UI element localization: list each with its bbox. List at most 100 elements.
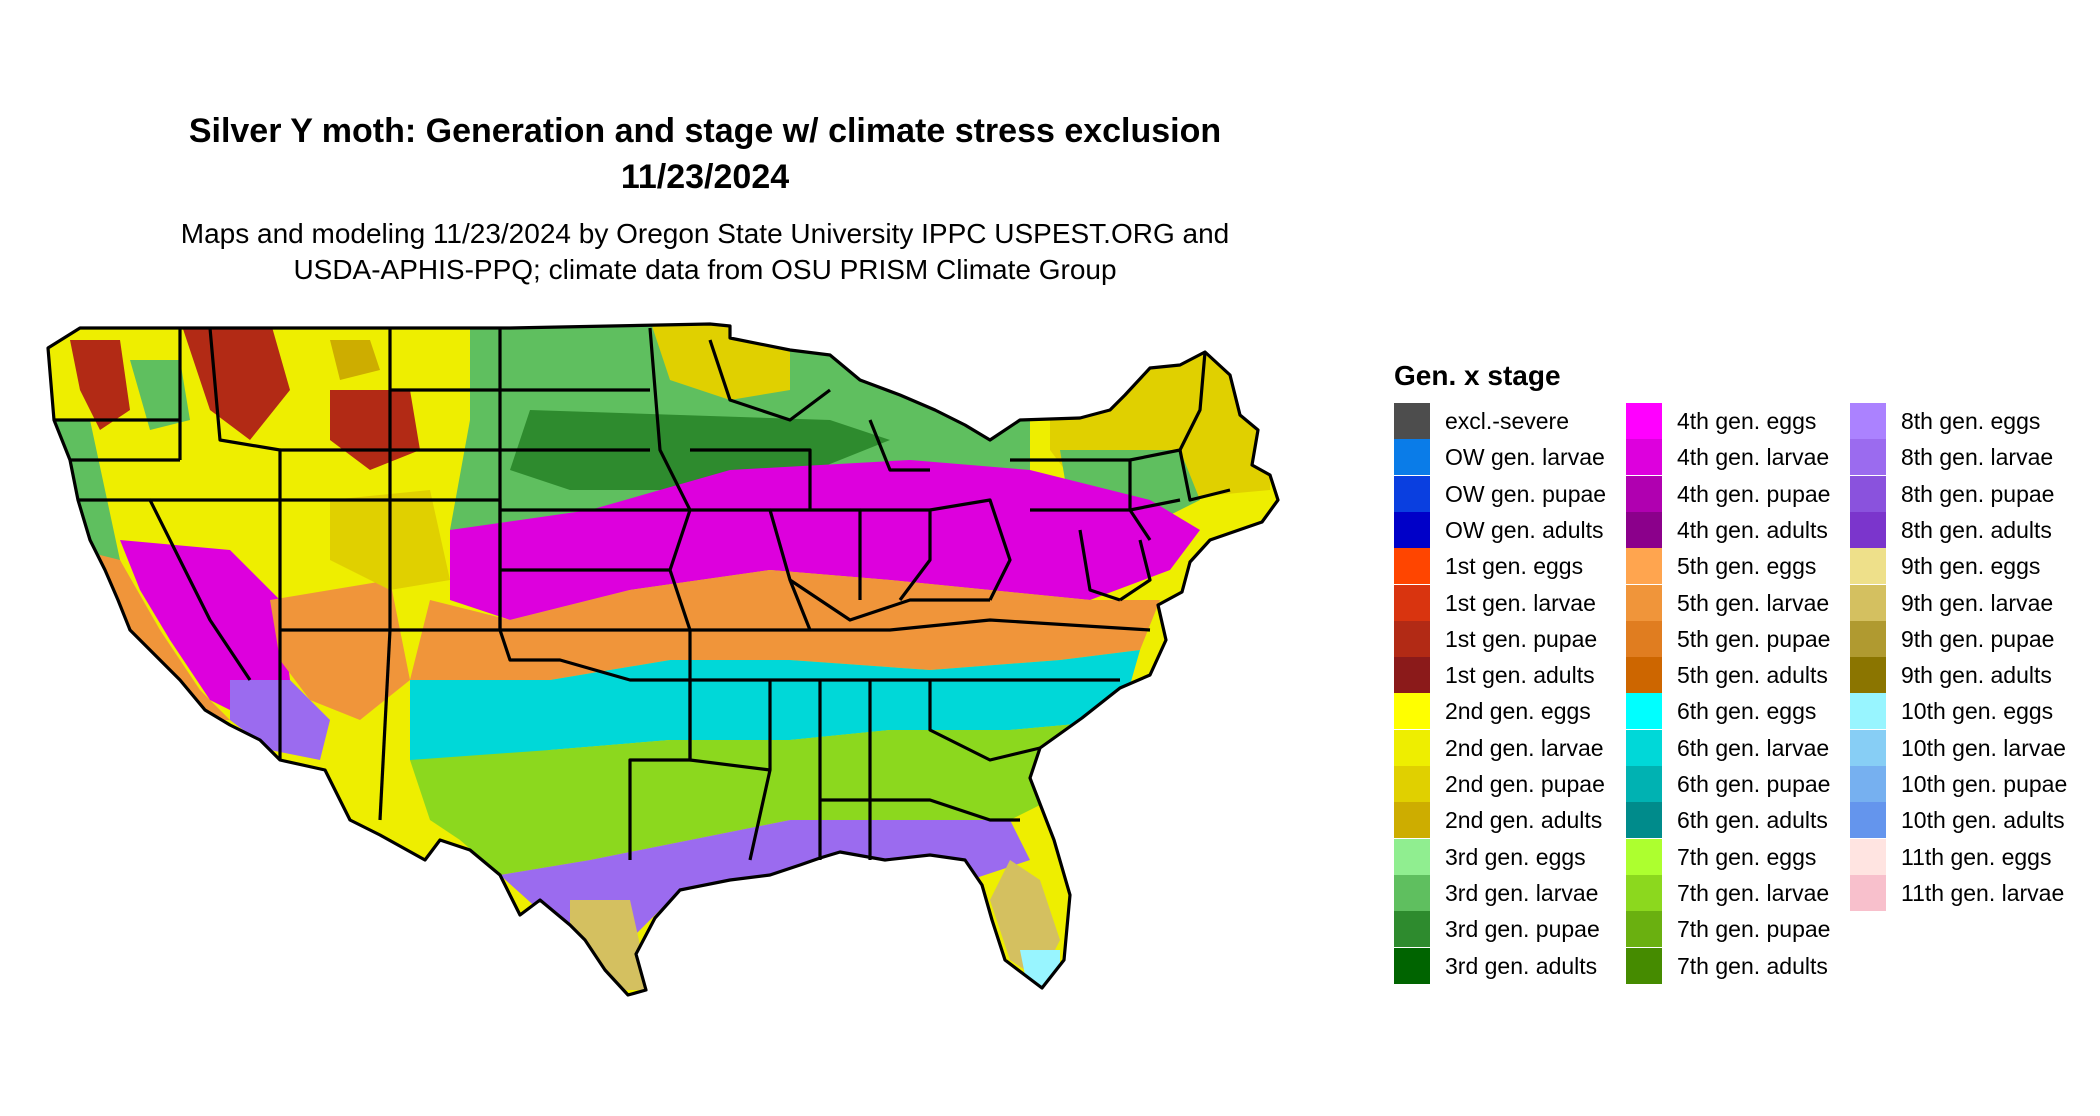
legend-swatch: [1850, 802, 1886, 839]
legend-item: 6th gen. pupae: [1626, 766, 1856, 802]
legend-swatch: [1626, 729, 1662, 766]
legend-item: 8th gen. larvae: [1850, 439, 2080, 476]
legend-swatch: [1394, 911, 1430, 948]
legend: excl.-severe OW gen. larvae OW gen. pupae O…: [1394, 403, 2084, 1003]
legend-swatch: [1394, 874, 1430, 911]
legend-item: 6th gen. adults: [1626, 802, 1856, 839]
legend-item: OW gen. adults: [1394, 511, 1624, 548]
legend-label: 5th gen. adults: [1677, 662, 1828, 689]
legend-item: 1st gen. eggs: [1394, 548, 1624, 585]
legend-swatch: [1850, 403, 1886, 439]
legend-item: 11th gen. larvae: [1850, 874, 2080, 911]
legend-label: 2nd gen. eggs: [1445, 698, 1591, 725]
legend-label: 2nd gen. adults: [1445, 807, 1603, 834]
legend-label: OW gen. adults: [1445, 516, 1604, 543]
legend-item: 1st gen. larvae: [1394, 584, 1624, 621]
legend-label: OW gen. pupae: [1445, 480, 1607, 507]
legend-label: 3rd gen. pupae: [1445, 916, 1600, 943]
legend-item: 7th gen. adults: [1626, 947, 1856, 984]
legend-swatch: [1626, 947, 1662, 984]
map-subtitle-line1: Maps and modeling 11/23/2024 by Oregon S…: [180, 218, 1230, 249]
legend-item: 4th gen. adults: [1626, 511, 1856, 548]
legend-swatch: [1394, 947, 1430, 984]
legend-item: 2nd gen. adults: [1394, 802, 1624, 839]
legend-label: 9th gen. adults: [1901, 662, 2052, 689]
map-subtitle: Maps and modeling 11/23/2024 by Oregon S…: [60, 216, 1350, 288]
legend-item: 7th gen. eggs: [1626, 838, 1856, 875]
legend-label: 1st gen. larvae: [1445, 589, 1596, 616]
legend-item: 9th gen. eggs: [1850, 548, 2080, 585]
legend-item: 9th gen. adults: [1850, 657, 2080, 694]
legend-label: 4th gen. eggs: [1677, 408, 1817, 434]
legend-item: 5th gen. pupae: [1626, 620, 1856, 657]
map-title-line1: Silver Y moth: Generation and stage w/ c…: [188, 112, 1222, 150]
legend-label: 6th gen. adults: [1677, 807, 1828, 834]
legend-item: 10th gen. adults: [1850, 802, 2080, 839]
legend-label: 7th gen. pupae: [1677, 916, 1831, 943]
legend-item: 10th gen. larvae: [1850, 729, 2080, 766]
legend-label: 8th gen. eggs: [1901, 408, 2041, 434]
legend-swatch: [1394, 439, 1430, 476]
legend-label: 11th gen. larvae: [1901, 879, 2065, 906]
legend-label: 8th gen. larvae: [1901, 444, 2054, 471]
legend-swatch: [1626, 874, 1662, 911]
legend-swatch: [1850, 838, 1886, 875]
legend-swatch: [1394, 838, 1430, 875]
legend-label: 1st gen. eggs: [1445, 553, 1584, 580]
legend-item: 4th gen. larvae: [1626, 439, 1856, 476]
legend-label: 8th gen. pupae: [1901, 480, 2055, 507]
legend-item: 7th gen. larvae: [1626, 874, 1856, 911]
legend-item: 7th gen. pupae: [1626, 911, 1856, 948]
us-map: [30, 300, 1360, 1040]
legend-swatch: [1850, 439, 1886, 476]
legend-swatch: [1850, 766, 1886, 802]
legend-swatch: [1626, 838, 1662, 875]
legend-swatch: [1850, 874, 1886, 911]
legend-label: 10th gen. pupae: [1901, 771, 2068, 797]
legend-swatch: [1850, 620, 1886, 657]
legend-label: 4th gen. adults: [1677, 516, 1828, 543]
state-boundaries: [46, 322, 1280, 997]
legend-swatch: [1394, 802, 1430, 839]
legend-swatch: [1626, 548, 1662, 585]
legend-item: excl.-severe: [1394, 403, 1624, 439]
legend-item: OW gen. pupae: [1394, 475, 1624, 512]
legend-item: 9th gen. pupae: [1850, 620, 2080, 657]
legend-swatch: [1626, 911, 1662, 948]
legend-label: 5th gen. larvae: [1677, 589, 1830, 616]
legend-label: 7th gen. larvae: [1677, 879, 1830, 906]
legend-swatch: [1394, 475, 1430, 512]
legend-item: OW gen. larvae: [1394, 439, 1624, 476]
legend-swatch: [1394, 693, 1430, 730]
legend-item: 10th gen. pupae: [1850, 766, 2080, 802]
legend-item: 5th gen. adults: [1626, 657, 1856, 694]
us-map-svg: [46, 322, 1280, 997]
legend-item: 6th gen. larvae: [1626, 729, 1856, 766]
legend-label: 3rd gen. larvae: [1445, 879, 1599, 906]
legend-title: Gen. x stage: [1394, 360, 1561, 391]
legend-label: 3rd gen. eggs: [1445, 843, 1586, 870]
legend-item: 8th gen. eggs: [1850, 403, 2080, 439]
legend-item: 4th gen. eggs: [1626, 403, 1856, 439]
legend-label: 1st gen. pupae: [1445, 625, 1598, 652]
legend-item: 2nd gen. eggs: [1394, 693, 1624, 730]
legend-item: 8th gen. pupae: [1850, 475, 2080, 512]
legend-swatch: [1626, 439, 1662, 476]
legend-item: 6th gen. eggs: [1626, 693, 1856, 730]
legend-item: 3rd gen. adults: [1394, 947, 1624, 984]
legend-label: 2nd gen. larvae: [1445, 734, 1604, 761]
legend-label: 8th gen. adults: [1901, 516, 2052, 543]
legend-swatch: [1394, 620, 1430, 657]
legend-swatch: [1394, 729, 1430, 766]
legend-item: 1st gen. adults: [1394, 657, 1624, 694]
legend-label: OW gen. larvae: [1445, 444, 1605, 471]
legend-swatch: [1850, 729, 1886, 766]
legend-label: excl.-severe: [1445, 408, 1569, 434]
legend-item: 3rd gen. eggs: [1394, 838, 1624, 875]
legend-swatch: [1394, 548, 1430, 585]
legend-label: 4th gen. pupae: [1677, 480, 1831, 507]
legend-item: 9th gen. larvae: [1850, 584, 2080, 621]
map-title-date: 11/23/2024: [620, 158, 790, 196]
legend-label: 7th gen. adults: [1677, 952, 1828, 979]
legend-item: 3rd gen. larvae: [1394, 874, 1624, 911]
